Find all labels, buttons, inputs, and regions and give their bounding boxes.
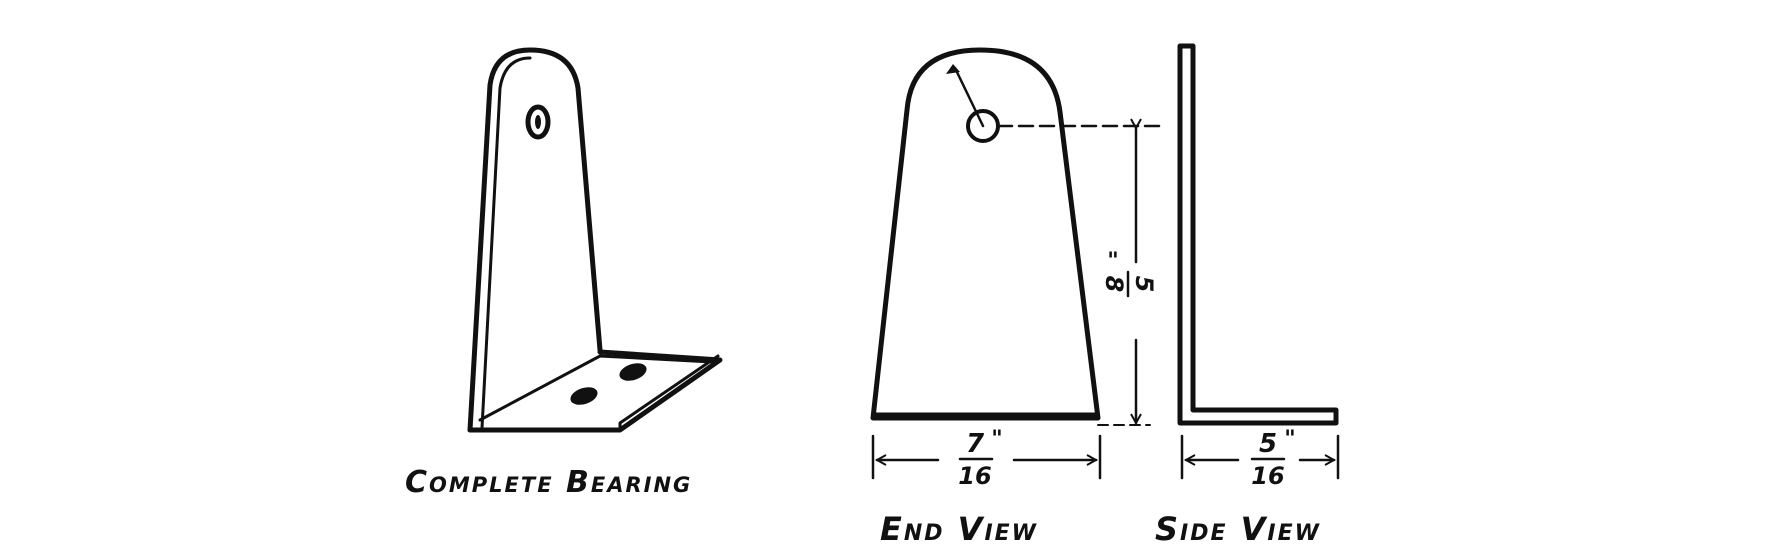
base-hole-front — [570, 387, 598, 405]
complete-bearing-view: Complete Bearing — [405, 47, 723, 500]
height-dim-inch-mark: " — [1107, 249, 1118, 274]
height-dim-numerator: 5 — [1130, 276, 1158, 293]
height-dim-denominator: 8 — [1100, 276, 1128, 293]
end-width-dimension: 7 " 16 — [871, 427, 1102, 490]
end-width-numerator: 7 — [966, 429, 985, 459]
side-width-numerator: 5 — [1259, 429, 1277, 459]
side-view: 5 " 16 Side View — [1155, 43, 1340, 548]
upright-bolt-hole — [525, 104, 551, 140]
side-width-inch-mark: " — [1284, 427, 1295, 452]
side-view-profile — [1177, 43, 1339, 426]
end-width-denominator: 16 — [958, 462, 991, 490]
end-width-inch-mark: " — [991, 427, 1002, 452]
complete-bearing-label: Complete Bearing — [405, 465, 692, 500]
side-width-dimension: 5 " 16 — [1180, 427, 1340, 490]
bearing-upright — [467, 47, 603, 433]
base-hole-rear — [619, 363, 647, 381]
height-dimension: 5 8 " — [1100, 128, 1158, 423]
end-view: 5 8 " 7 " 16 End View — [870, 47, 1164, 548]
side-width-denominator: 16 — [1251, 462, 1284, 490]
radius-leader — [953, 66, 985, 128]
bearing-base — [467, 349, 723, 433]
end-view-label: End View — [880, 510, 1038, 548]
upright-bolt-hole-center — [535, 115, 541, 129]
end-view-outline — [870, 47, 1101, 421]
radius-arrowhead — [946, 64, 960, 74]
side-view-label: Side View — [1155, 510, 1321, 548]
